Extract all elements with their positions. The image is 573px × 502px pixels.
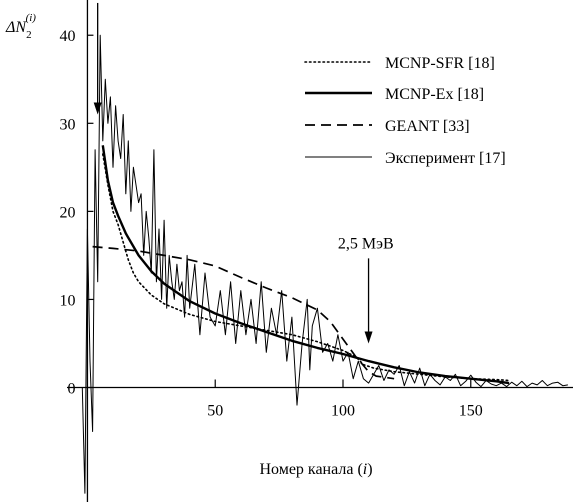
- series-line-2: [92, 245, 395, 380]
- legend-label-2: GEANT [33]: [385, 118, 470, 135]
- series-line-1: [101, 145, 510, 385]
- y-tick-label: 0: [67, 381, 75, 398]
- y-tick-label: 20: [59, 204, 75, 221]
- series-line-0: [102, 153, 510, 382]
- annotations: 0,7 МэВ2,5 МэВ: [93, 2, 394, 344]
- y-axis-title-sub: 2: [26, 29, 32, 41]
- axes: 0 10 20 30 40 50 100 150: [59, 0, 573, 502]
- x-tick-label: 150: [459, 403, 483, 420]
- legend-label-3: Эксперимент [17]: [385, 150, 506, 167]
- legend-label-1: MCNP-Ex [18]: [385, 86, 484, 103]
- annotation-arrow-head: [93, 102, 102, 115]
- legend-label-0: MCNP-SFR [18]: [385, 55, 495, 72]
- x-axis-title-suffix: ): [367, 461, 372, 478]
- annotation-arrow-head: [364, 331, 373, 344]
- x-axis-title-prefix: Номер канала (: [259, 461, 362, 478]
- y-tick-label: 10: [59, 292, 75, 309]
- y-axis-title: ΔN2 (i): [5, 12, 36, 41]
- x-axis-title: Номер канала (i): [259, 461, 372, 478]
- x-tick-label: 50: [207, 403, 223, 420]
- legend: MCNP-SFR [18] MCNP-Ex [18] GEANT [33] Экспе…: [304, 55, 506, 167]
- annotation-label: 2,5 МэВ: [338, 235, 394, 252]
- y-tick-label: 30: [59, 116, 75, 133]
- y-axis-title-sup: (i): [26, 12, 37, 24]
- x-axis-title-var: i: [363, 461, 367, 478]
- series-line-3: [81, 34, 568, 494]
- plot-area: [81, 34, 568, 494]
- y-axis-title-base: ΔN: [5, 19, 27, 36]
- x-tick-label: 100: [331, 403, 355, 420]
- y-tick-label: 40: [59, 28, 75, 45]
